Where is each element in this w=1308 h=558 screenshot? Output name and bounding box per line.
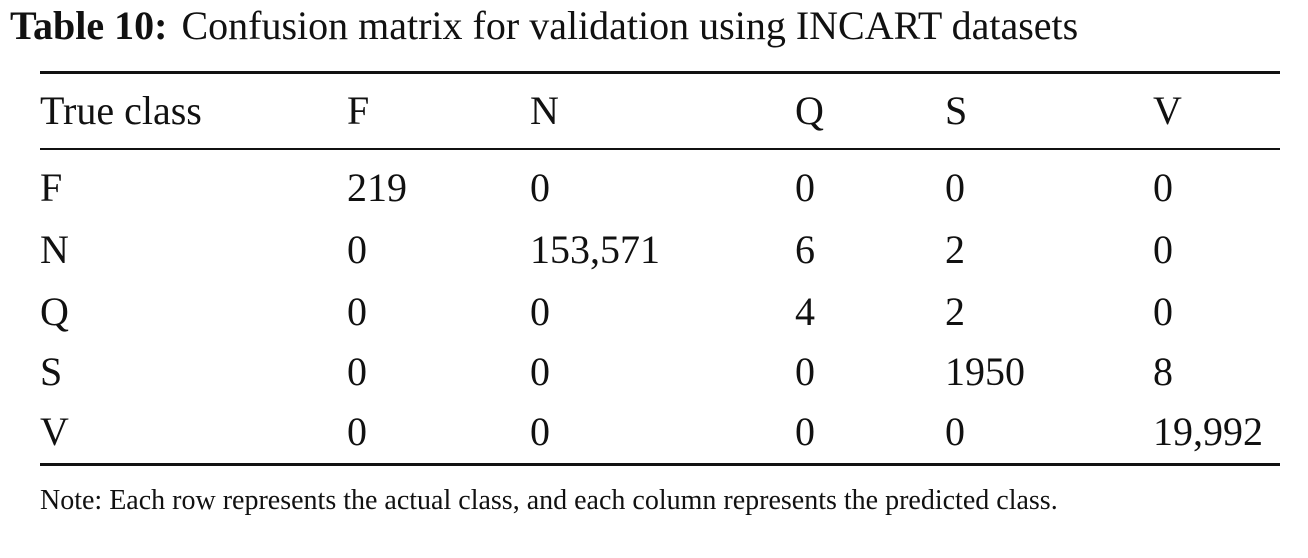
- table-cell: 19,992: [1153, 409, 1263, 454]
- header-cell: F: [347, 88, 370, 133]
- table-cell: 2: [945, 289, 965, 334]
- header-rule: [40, 148, 1280, 150]
- header-cell: True class: [40, 88, 202, 133]
- table-cell: 0: [347, 227, 367, 272]
- table-cell: 0: [530, 165, 550, 210]
- table-cell: 1950: [945, 349, 1025, 394]
- table-cell: 0: [347, 349, 367, 394]
- row-label: Q: [40, 289, 69, 334]
- table-cell: 0: [795, 165, 815, 210]
- row-label: S: [40, 349, 63, 394]
- table-cell: 0: [945, 409, 965, 454]
- caption-label: Table 10:: [10, 3, 168, 48]
- table-cell: 0: [347, 289, 367, 334]
- top-rule: [40, 71, 1280, 74]
- table-cell: 8: [1153, 349, 1173, 394]
- table-note: Note: Each row represents the actual cla…: [40, 485, 1058, 516]
- table-cell: 0: [530, 349, 550, 394]
- row-label: V: [40, 409, 69, 454]
- table-cell: 0: [795, 409, 815, 454]
- table-cell: 0: [530, 409, 550, 454]
- table-cell: 0: [1153, 165, 1173, 210]
- table-caption: Table 10: Confusion matrix for validation…: [10, 0, 1078, 52]
- header-cell: N: [530, 88, 559, 133]
- table-cell: 6: [795, 227, 815, 272]
- header-cell: V: [1153, 88, 1182, 133]
- row-label: N: [40, 227, 69, 272]
- header-cell: S: [945, 88, 968, 133]
- table-cell: 0: [1153, 289, 1173, 334]
- table-cell: 0: [945, 165, 965, 210]
- table-cell: 0: [347, 409, 367, 454]
- row-label: F: [40, 165, 63, 210]
- bottom-rule: [40, 463, 1280, 466]
- table-cell: 153,571: [530, 227, 660, 272]
- table-cell: 4: [795, 289, 815, 334]
- caption-text: Confusion matrix for validation using IN…: [181, 3, 1079, 48]
- header-cell: Q: [795, 88, 824, 133]
- table-cell: 0: [1153, 227, 1173, 272]
- table-cell: 0: [530, 289, 550, 334]
- table-cell: 2: [945, 227, 965, 272]
- table-cell: 219: [347, 165, 407, 210]
- table-cell: 0: [795, 349, 815, 394]
